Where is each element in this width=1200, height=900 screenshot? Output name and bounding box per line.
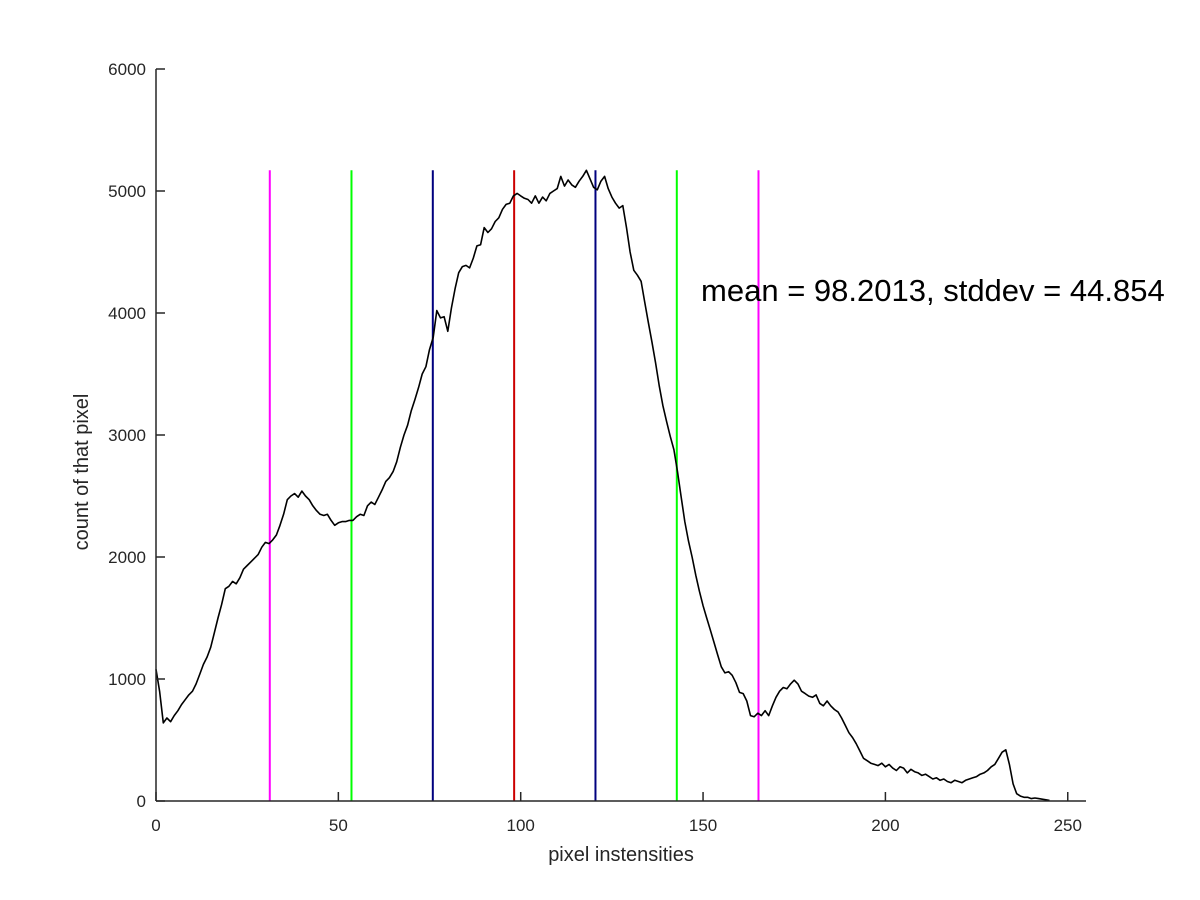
y-tick-label: 2000: [108, 548, 146, 567]
x-tick-label: 0: [151, 816, 160, 835]
y-tick-label: 4000: [108, 304, 146, 323]
histogram-line: [155, 169, 1050, 802]
vertical-lines: [268, 170, 760, 801]
x-tick-label: 200: [871, 816, 899, 835]
x-tick-label: 100: [507, 816, 535, 835]
x-tick-label: 150: [689, 816, 717, 835]
x-axis-label: pixel instensities: [548, 844, 694, 866]
y-tick-label: 0: [137, 792, 146, 811]
y-ticks: 0 1000 2000 3000 4000 5000 6000: [108, 60, 165, 811]
y-tick-label: 5000: [108, 182, 146, 201]
x-tick-label: 50: [329, 816, 348, 835]
stats-annotation: mean = 98.2013, stddev = 44.854: [701, 273, 1165, 308]
x-ticks: 0 50 100 150 200 250: [151, 792, 1082, 835]
x-tick-label: 250: [1054, 816, 1082, 835]
y-axis-label: count of that pixel: [71, 394, 93, 551]
y-tick-label: 3000: [108, 426, 146, 445]
y-tick-label: 1000: [108, 670, 146, 689]
plot-area: 0 50 100 150 200 250 0 1000 2000 3000 4000 5000 600…: [108, 60, 1086, 835]
y-tick-label: 6000: [108, 60, 146, 79]
